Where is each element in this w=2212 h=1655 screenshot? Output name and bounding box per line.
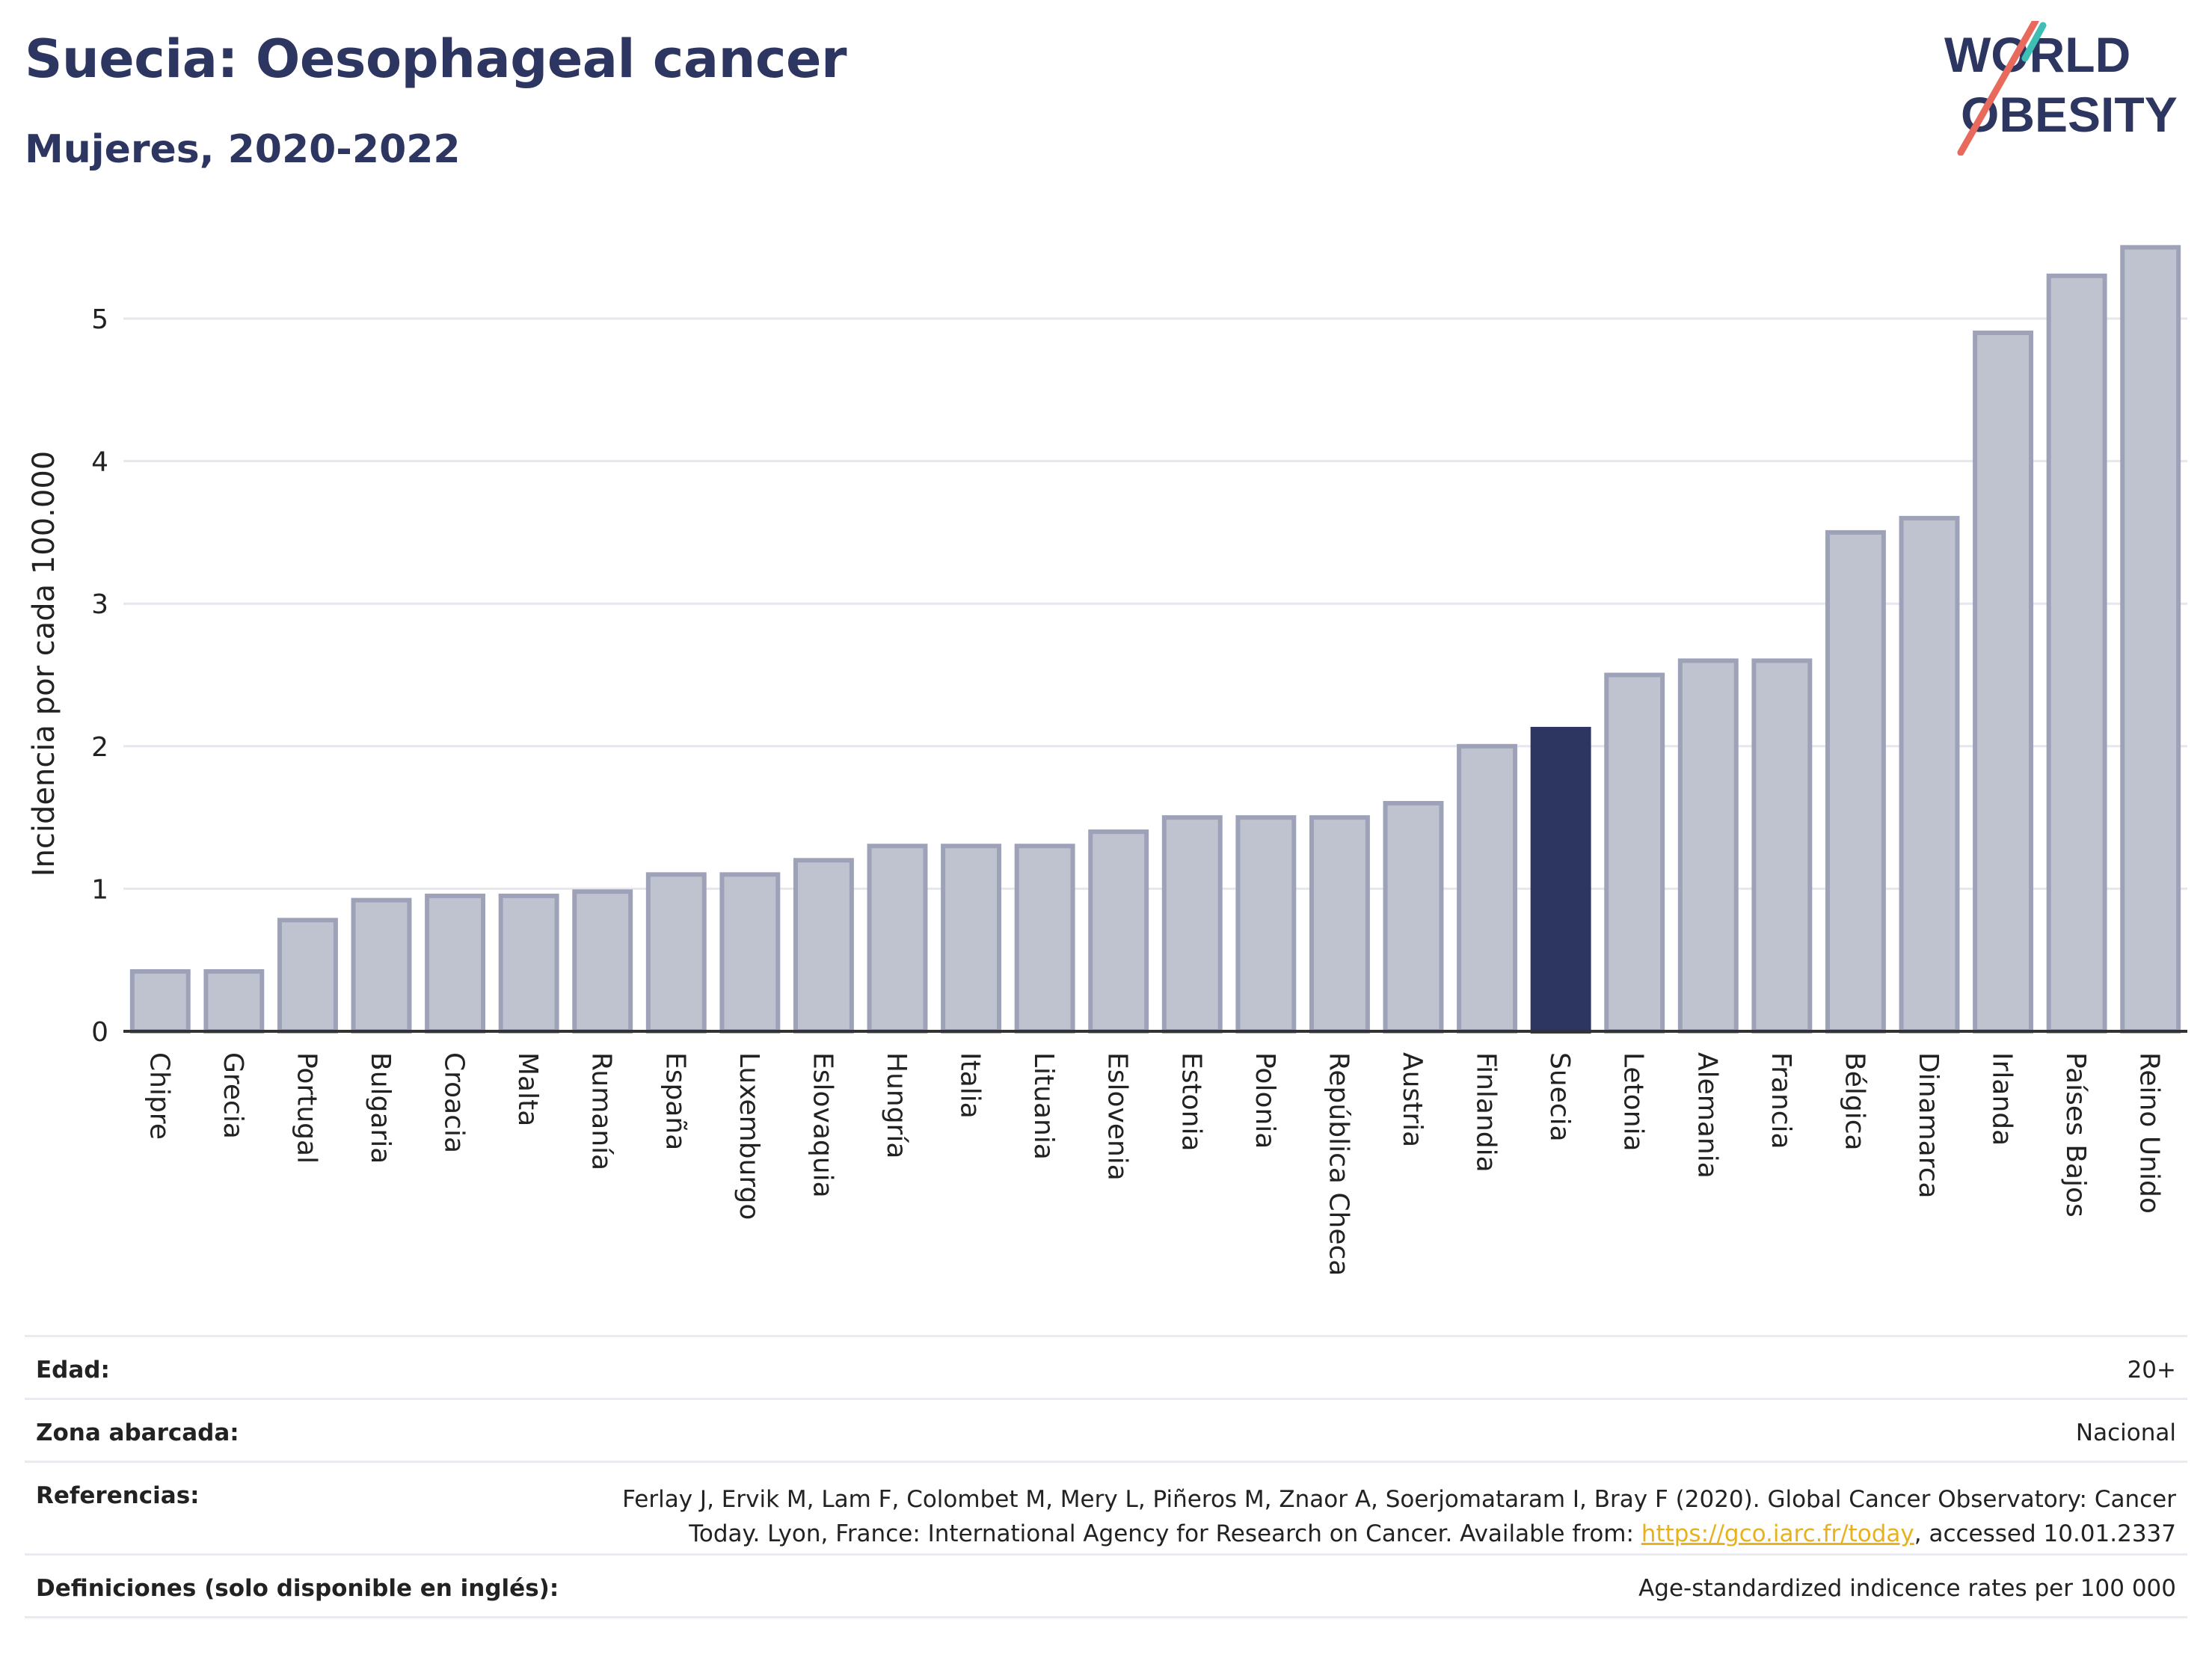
bar-portugal [277,918,338,1034]
bar-países-bajos [2046,273,2107,1034]
ref-line-1: Ferlay J, Ervik M, Lam F, Colombet M, Me… [622,1486,2176,1513]
x-tick-label: Hungría [881,1052,912,1158]
bar-malta [498,893,559,1034]
meta-bottom-rule [25,1616,2187,1618]
x-tick-label: Eslovaquia [807,1052,838,1198]
x-tick-label: Bulgaria [365,1052,396,1164]
bar-grecia [203,968,265,1034]
y-axis-ticks: 0 1 2 3 4 5 [91,304,108,1048]
bar-luxemburgo [719,872,781,1034]
bar-dinamarca [1899,515,1960,1034]
metadata-table: Edad: 20+ Zona abarcada: Nacional Refere… [25,1335,2187,1618]
x-tick-label: Estonia [1176,1052,1206,1152]
reference-link[interactable]: https://gco.iarc.fr/today [1641,1520,1914,1547]
x-tick-label: Lituania [1028,1052,1059,1160]
bars [123,245,2187,1034]
bar-bulgaria [351,897,412,1034]
ref-line-2-pre: Today. Lyon, France: International Agenc… [689,1520,1641,1547]
chart-subtitle: Mujeres, 2020-2022 [25,127,461,172]
y-tick-label: 4 [91,447,108,478]
y-tick-label: 0 [91,1017,108,1048]
x-axis-ticks: Chipre Grecia Portugal Bulgaria Croacia Malta… [144,1052,2164,1276]
bar-francia [1751,658,1813,1034]
meta-ref-label: Referencias: [36,1482,200,1509]
x-tick-label: Grecia [218,1052,248,1139]
x-tick-label: Polonia [1250,1052,1280,1149]
x-tick-label: España [660,1052,690,1150]
world-obesity-logo: WORLD OBESITY [1944,21,2178,156]
y-tick-label: 3 [91,589,108,620]
bar-chipre [129,968,191,1034]
bar-letonia [1604,672,1665,1034]
bar-rumanía [572,889,633,1034]
x-tick-label: Croacia [439,1052,470,1153]
bar-reino-unido [2120,245,2181,1034]
logo-line2: OBESITY [1961,87,2178,142]
bar-bélgica [1825,529,1886,1034]
bar-españa [645,872,707,1034]
meta-ref-value: Ferlay J, Ervik M, Lam F, Colombet M, Me… [622,1482,2176,1551]
bar-chart: 0 1 2 3 4 5 Chipre Grecia Portugal Bulgaria Croac… [27,245,2187,1276]
bar-hungría [867,844,928,1034]
x-tick-label: Portugal [291,1052,322,1164]
bar-finlandia [1457,743,1518,1034]
meta-zona-label: Zona abarcada: [36,1419,239,1446]
ref-line-2-post: , accessed 10.01.2337 [1914,1520,2176,1547]
x-tick-label: Irlanda [1987,1052,2018,1146]
bar-eslovenia [1088,829,1149,1034]
bar-lituania [1014,844,1075,1034]
meta-def-value: Age-standardized indicence rates per 100… [1638,1575,2176,1602]
bar-italia [941,844,1002,1034]
bar-suecia [1530,726,1591,1034]
y-tick-label: 2 [91,732,108,763]
meta-row-zona: Zona abarcada: Nacional [25,1398,2187,1461]
x-tick-label: Suecia [1544,1052,1575,1142]
meta-row-referencias: Referencias: Ferlay J, Ervik M, Lam F, C… [25,1461,2187,1553]
ref-line-2: Today. Lyon, France: International Agenc… [622,1517,2176,1551]
x-tick-label: Alemania [1692,1052,1722,1179]
x-tick-label: Dinamarca [1913,1052,1944,1199]
chart-title: Suecia: Oesophageal cancer [25,28,847,90]
bar-polonia [1235,815,1297,1034]
meta-row-edad: Edad: 20+ [25,1335,2187,1398]
x-tick-label: Reino Unido [2134,1052,2165,1214]
x-tick-label: Bélgica [1839,1052,1870,1151]
x-tick-label: Italia [955,1052,986,1119]
x-tick-label: Eslovenia [1102,1052,1133,1181]
x-tick-label: Finlandia [1471,1052,1502,1173]
y-tick-label: 1 [91,874,108,905]
bar-estonia [1161,815,1223,1034]
meta-row-definiciones: Definiciones (solo disponible en inglés)… [25,1553,2187,1616]
x-tick-label: Austria [1397,1052,1428,1147]
bar-croacia [425,893,486,1034]
x-tick-label: República Checa [1323,1052,1354,1276]
x-tick-label: Chipre [144,1052,174,1140]
x-tick-label: Países Bajos [2060,1052,2091,1218]
y-axis-label: Incidencia por cada 100.000 [27,451,61,877]
x-tick-label: Rumanía [586,1052,617,1170]
x-tick-label: Francia [1766,1052,1796,1149]
bar-irlanda [1973,331,2034,1034]
x-tick-label: Luxemburgo [734,1052,764,1220]
meta-edad-value: 20+ [2127,1357,2176,1384]
bar-eslovaquia [793,858,854,1034]
x-tick-label: Letonia [1618,1052,1649,1152]
bar-austria [1383,801,1444,1034]
meta-zona-value: Nacional [2075,1419,2176,1446]
bar-república-checa [1309,815,1370,1034]
meta-def-label: Definiciones (solo disponible en inglés)… [36,1575,559,1602]
bar-alemania [1677,658,1739,1034]
x-tick-label: Malta [512,1052,543,1126]
meta-edad-label: Edad: [36,1357,110,1384]
y-tick-label: 5 [91,304,108,335]
